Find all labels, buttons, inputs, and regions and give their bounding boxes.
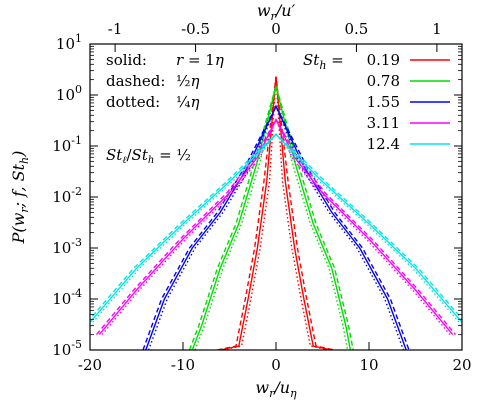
stokes-ratio-note: Stℓ/Sth = ½	[106, 146, 191, 166]
x-tick-label: 20	[452, 356, 471, 374]
legend-label-0.19: 0.19	[367, 51, 400, 69]
style-dashed-label: dashed:	[106, 72, 165, 90]
axis-layer: -20 -10 0 10 20 -1 -0.5 0 0.5 1 10-5 10-4 10-3 10-2 10…	[52, 20, 471, 374]
legend-label-12.4: 12.4	[367, 135, 400, 153]
y-tick-label: 10-5	[52, 338, 82, 359]
x2-axis-label: wr/u′	[257, 1, 296, 23]
y-axis-label: P(wr; f, Sth)	[9, 151, 31, 245]
y-tick-label: 10-2	[52, 185, 82, 206]
style-solid-value: r = 1η	[176, 51, 224, 69]
style-dashed-value: ½η	[176, 72, 200, 90]
y-tick-label: 10-3	[52, 236, 82, 257]
y-tick-label: 10-1	[52, 134, 82, 155]
style-solid-label: solid:	[106, 51, 147, 69]
series-line-0.78-dashed	[188, 83, 354, 350]
x-tick-label: -20	[78, 356, 102, 374]
x-tick-label: 10	[359, 356, 378, 374]
series-line-1.55-dashed	[142, 104, 410, 350]
series-line-1.55-dotted	[147, 104, 405, 350]
series-line-3.11-dashed	[95, 118, 457, 336]
series-line-0.19-solid	[220, 76, 332, 350]
x-tick-label: 0	[271, 356, 281, 374]
style-dotted-label: dotted:	[106, 93, 160, 111]
series-line-0.78-dotted	[194, 85, 349, 350]
style-dotted-value: ¼η	[176, 93, 200, 111]
line-style-note: solid: r = 1η dashed: ½η dotted: ¼η	[106, 51, 224, 111]
legend: Sth = 0.19 0.78 1.55 3.11 12.4	[303, 51, 450, 153]
y-tick-label: 101	[56, 32, 82, 53]
legend-header: Sth =	[303, 51, 344, 72]
x-tick-label: -10	[171, 356, 195, 374]
series-line-3.11-dotted	[101, 117, 451, 336]
x2-tick-label: -1	[108, 20, 123, 38]
y-tick-label: 100	[56, 83, 82, 104]
legend-label-3.11: 3.11	[367, 114, 400, 132]
x-axis-label: wr/uη	[255, 378, 297, 400]
series-line-12.4-dashed	[90, 133, 462, 321]
x2-tick-label: -0.5	[181, 20, 210, 38]
x2-tick-label: 1	[432, 20, 442, 38]
legend-label-0.78: 0.78	[367, 72, 400, 90]
y-tick-label: 10-4	[52, 287, 82, 308]
series-layer	[90, 76, 462, 350]
x2-tick-label: 0.5	[345, 20, 369, 38]
x2-tick-label: 0	[271, 20, 281, 38]
legend-label-1.55: 1.55	[367, 93, 400, 111]
series-line-0.19-dashed	[217, 76, 335, 350]
